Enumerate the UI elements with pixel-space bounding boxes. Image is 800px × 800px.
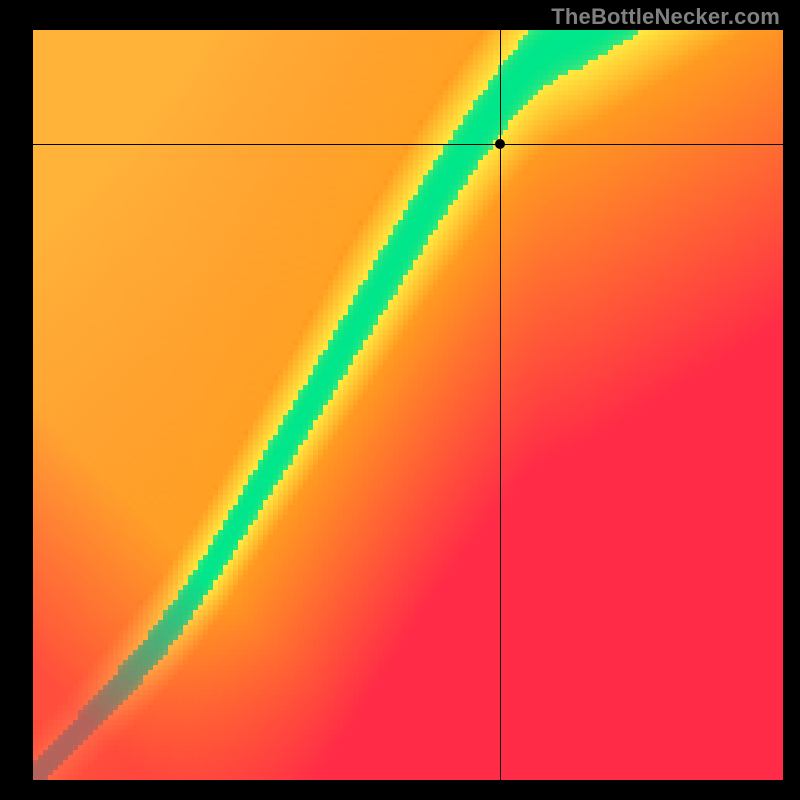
watermark-text: TheBottleNecker.com [551,4,780,30]
heatmap-canvas [33,30,783,780]
crosshair-horizontal [33,144,783,145]
intersection-marker [495,139,505,149]
chart-container: TheBottleNecker.com [0,0,800,800]
